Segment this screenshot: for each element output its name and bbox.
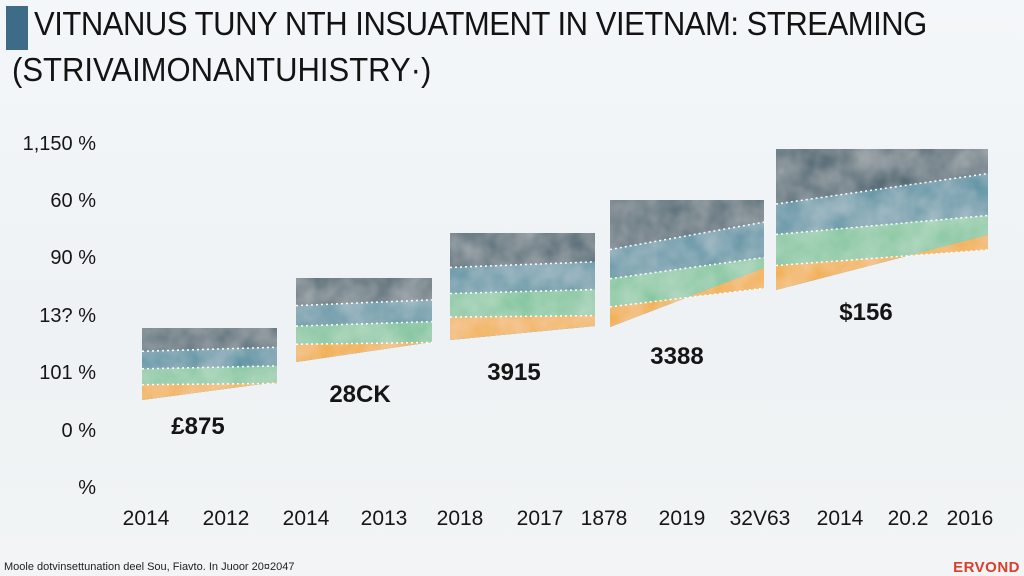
bar-block [295, 278, 433, 362]
data-label: 3915 [487, 359, 540, 386]
y-tick-label: 0 % [62, 420, 97, 442]
data-label: £875 [171, 413, 224, 440]
y-tick-label: 13? % [39, 305, 96, 327]
bar-block [141, 328, 278, 400]
x-tick-label: 2014 [123, 507, 170, 530]
chart-subtitle: (STRIVAIMONANTUHISTRY·) [12, 51, 432, 88]
y-tick-label: % [78, 477, 96, 499]
band-divider [775, 249, 989, 267]
gold-band-segment [450, 315, 595, 340]
brand-logo: ERVOND [953, 559, 1020, 576]
x-tick-label: 2013 [361, 507, 408, 530]
band-divider [609, 221, 765, 251]
y-tick-label: 60 % [50, 190, 96, 212]
x-tick-label: 2014 [817, 507, 864, 530]
x-tick-label: 32V63 [730, 507, 791, 530]
band-divider [449, 314, 596, 318]
x-tick-label: 2019 [659, 507, 706, 530]
x-tick-label: 2016 [947, 507, 994, 530]
gold-band-segment [610, 268, 764, 327]
data-labels: £875 28CK 3915 3388 $156 [171, 299, 892, 440]
band-divider [449, 261, 596, 269]
band-divider [449, 288, 596, 295]
y-axis: 1,150 % 60 % 90 % 13? % 101 % 0 %% [23, 133, 97, 499]
chart-title: VITNANUS TUNY NTH INSUATMENT IN VIETNAM:… [34, 5, 927, 42]
x-tick-label: 2018 [437, 507, 484, 530]
gold-band-segment [142, 382, 277, 400]
x-tick-label: 2014 [283, 507, 330, 530]
data-label: $156 [839, 299, 892, 326]
bar-block [609, 200, 765, 327]
band-divider [775, 172, 989, 205]
y-tick-label: 101 % [39, 362, 96, 384]
band-divider [775, 214, 989, 236]
band-divider [609, 287, 765, 308]
x-tick-label: 1878 [581, 507, 628, 530]
bar-blocks [141, 149, 989, 400]
bar-block [449, 233, 596, 340]
data-label: 28CK [329, 381, 391, 408]
gold-band-segment [296, 342, 432, 362]
band-divider [609, 256, 765, 280]
source-note: Moole dotvinsettunation deel Sou, Fiavto… [4, 561, 295, 573]
data-label: 3388 [650, 343, 703, 370]
bar-block [775, 149, 989, 290]
x-axis: 2014 2012 2014 2013 2018 2017 1878 2019 32V63 201… [123, 507, 994, 530]
x-tick-label: 2012 [203, 507, 250, 530]
y-tick-label: 90 % [50, 247, 96, 269]
y-tick-label: 1,150 % [23, 133, 97, 155]
title-accent-bar [6, 6, 28, 50]
x-tick-label: 2017 [517, 507, 564, 530]
x-tick-label: 20.2 [888, 507, 929, 530]
gold-band-segment [776, 235, 988, 290]
